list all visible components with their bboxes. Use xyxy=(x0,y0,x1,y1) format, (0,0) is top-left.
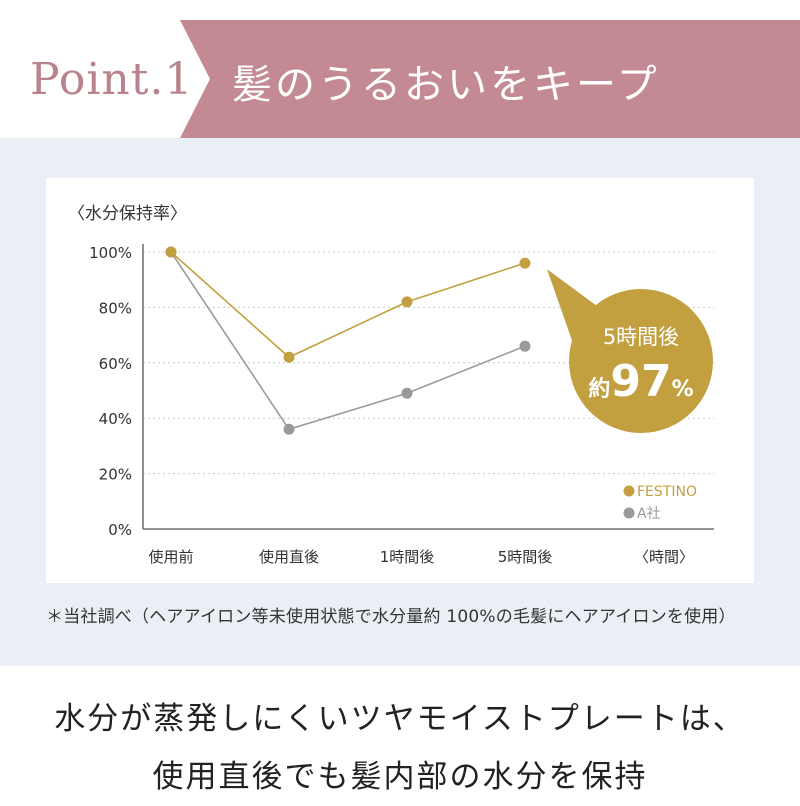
callout-value: 約97% xyxy=(588,356,693,407)
y-tick-label: 40% xyxy=(99,410,132,428)
legend-label: FESTINO xyxy=(637,484,697,500)
data-point xyxy=(519,340,531,352)
header-title: 髪のうるおいをキープ xyxy=(232,62,660,108)
y-tick-label: 0% xyxy=(108,521,132,539)
y-tick-label: 100% xyxy=(89,244,132,262)
x-tick-label: 使用直後 xyxy=(259,548,319,566)
chart-card: 〈水分保持率〉 100% 80% 60% 40% 20% 0% 使用前 使用直後 1時間後 5時間後… xyxy=(46,178,754,583)
x-tick-label: 1時間後 xyxy=(380,548,435,566)
point-label: Point.1 xyxy=(30,54,194,105)
y-tick-label: 20% xyxy=(99,466,132,484)
data-point xyxy=(401,387,413,399)
data-point xyxy=(283,351,295,363)
line-chart: 〈水分保持率〉 100% 80% 60% 40% 20% 0% 使用前 使用直後 1時間後 5時間後… xyxy=(68,204,714,566)
data-point xyxy=(519,257,531,269)
footnote: ＊当社調べ（ヘアアイロン等未使用状態で水分量約 100%の毛髪にヘアアイロンを使… xyxy=(46,607,736,627)
legend-marker xyxy=(623,485,635,497)
message-line-1: 水分が蒸発しにくいツヤモイストプレートは、 xyxy=(54,701,746,737)
series-line xyxy=(170,251,526,359)
callout-bubble xyxy=(569,289,713,433)
message: 水分が蒸発しにくいツヤモイストプレートは、 使用直後でも髪内部の水分を保持 xyxy=(0,690,800,806)
x-axis-label: 〈時間〉 xyxy=(634,548,694,566)
x-tick-label: 5時間後 xyxy=(498,548,553,566)
series-line xyxy=(170,251,526,431)
data-point xyxy=(401,296,413,308)
data-point xyxy=(283,423,295,435)
legend-marker xyxy=(623,507,635,519)
x-tick-label: 使用前 xyxy=(148,548,193,566)
y-tick-label: 60% xyxy=(99,355,132,373)
legend-label: A社 xyxy=(637,506,661,522)
y-axis-label: 〈水分保持率〉 xyxy=(68,204,187,224)
point-tab xyxy=(0,20,210,138)
y-tick-label: 80% xyxy=(99,299,132,317)
callout-line-1: 5時間後 xyxy=(603,325,679,349)
message-line-2: 使用直後でも髪内部の水分を保持 xyxy=(152,759,648,795)
data-point xyxy=(165,246,177,258)
